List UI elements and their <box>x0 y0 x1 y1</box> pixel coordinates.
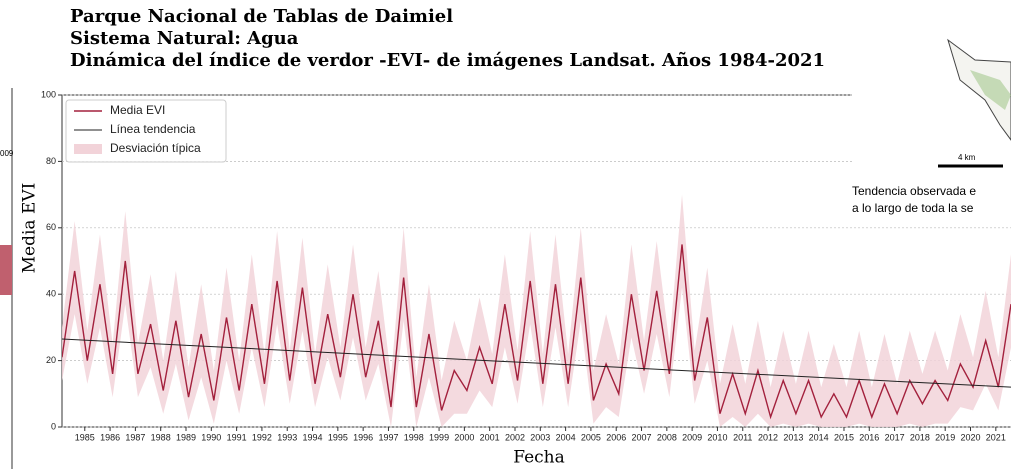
x-tick-label: 1992 <box>252 432 272 442</box>
left-fragment <box>0 245 12 295</box>
y-tick-label: 40 <box>46 289 56 299</box>
x-tick-label: 2004 <box>556 432 576 442</box>
x-tick-label: 2017 <box>885 432 905 442</box>
subtitle: Sistema Natural: Agua <box>70 28 299 49</box>
x-tick-label: 1993 <box>277 432 297 442</box>
x-tick-label: 2003 <box>530 432 550 442</box>
x-tick-label: 1997 <box>378 432 398 442</box>
x-tick-label: 2016 <box>859 432 879 442</box>
map-vegetation <box>970 70 1011 110</box>
x-tick-label: 1995 <box>328 432 348 442</box>
y-axis-label: Media EVI <box>20 183 40 274</box>
x-tick-label: 1999 <box>429 432 449 442</box>
x-tick-label: 2002 <box>505 432 525 442</box>
x-tick-label: 1998 <box>404 432 424 442</box>
y-tick-label: 20 <box>46 355 56 365</box>
legend-label: Desviación típica <box>110 141 201 155</box>
std-band <box>62 194 1011 427</box>
x-tick-label: 2010 <box>707 432 727 442</box>
y-tick-label: 80 <box>46 156 56 166</box>
x-tick-label: 1989 <box>176 432 196 442</box>
legend-box <box>65 99 227 163</box>
legend-label: Línea tendencia <box>110 122 196 136</box>
x-tick-label: 1996 <box>353 432 373 442</box>
x-tick-label: 2008 <box>657 432 677 442</box>
x-tick-label: 2001 <box>480 432 500 442</box>
x-tick-label: 1994 <box>303 432 323 442</box>
x-tick-label: 2006 <box>606 432 626 442</box>
series-group <box>62 194 1011 427</box>
x-axis-label: Fecha <box>513 448 565 468</box>
caption: a lo largo de toda la se <box>852 201 974 215</box>
x-tick-label: 2007 <box>632 432 652 442</box>
x-tick-label: 1985 <box>75 432 95 442</box>
x-tick-label: 2021 <box>986 432 1006 442</box>
x-tick-label: 2020 <box>960 432 980 442</box>
legend-label: Media EVI <box>110 103 165 117</box>
evi-line <box>62 244 1011 420</box>
x-tick-label: 1991 <box>227 432 247 442</box>
y-tick-label: 100 <box>41 89 56 99</box>
x-tick-label: 2009 <box>682 432 702 442</box>
x-tick-label: 2011 <box>733 432 752 442</box>
map-inset: 4 km Tendencia observada e a lo largo de… <box>852 0 1011 218</box>
fragment-text: 009 <box>0 149 14 158</box>
legend-swatch <box>74 144 102 154</box>
y-tick-label: 60 <box>46 222 56 232</box>
map-bg <box>852 0 1011 218</box>
y-tick-label: 0 <box>51 421 56 431</box>
subtitle: Dinámica del índice de verdor -EVI- de i… <box>70 50 825 71</box>
x-tick-label: 1987 <box>125 432 145 442</box>
x-tick-label: 2014 <box>809 432 829 442</box>
x-tick-label: 1988 <box>151 432 171 442</box>
x-tick-label: 1990 <box>201 432 221 442</box>
x-tick-label: 2005 <box>581 432 601 442</box>
x-tick-label: 2015 <box>834 432 854 442</box>
trend-line <box>62 338 1011 388</box>
x-tick-label: 2000 <box>454 432 474 442</box>
x-tick-label: 1986 <box>100 432 120 442</box>
x-tick-label: 2013 <box>783 432 803 442</box>
x-tick-label: 2012 <box>758 432 778 442</box>
title: Parque Nacional de Tablas de Daimiel <box>70 6 453 27</box>
map-shape <box>947 38 1011 141</box>
x-tick-label: 2019 <box>935 432 955 442</box>
scale-label: 4 km <box>958 153 976 162</box>
plot: 0 20 40 60 80 100 1985 1986 1987 1988 1989 1990 1991… <box>20 89 1011 468</box>
x-tick-label: 2018 <box>910 432 930 442</box>
caption: Tendencia observada e <box>852 184 976 198</box>
